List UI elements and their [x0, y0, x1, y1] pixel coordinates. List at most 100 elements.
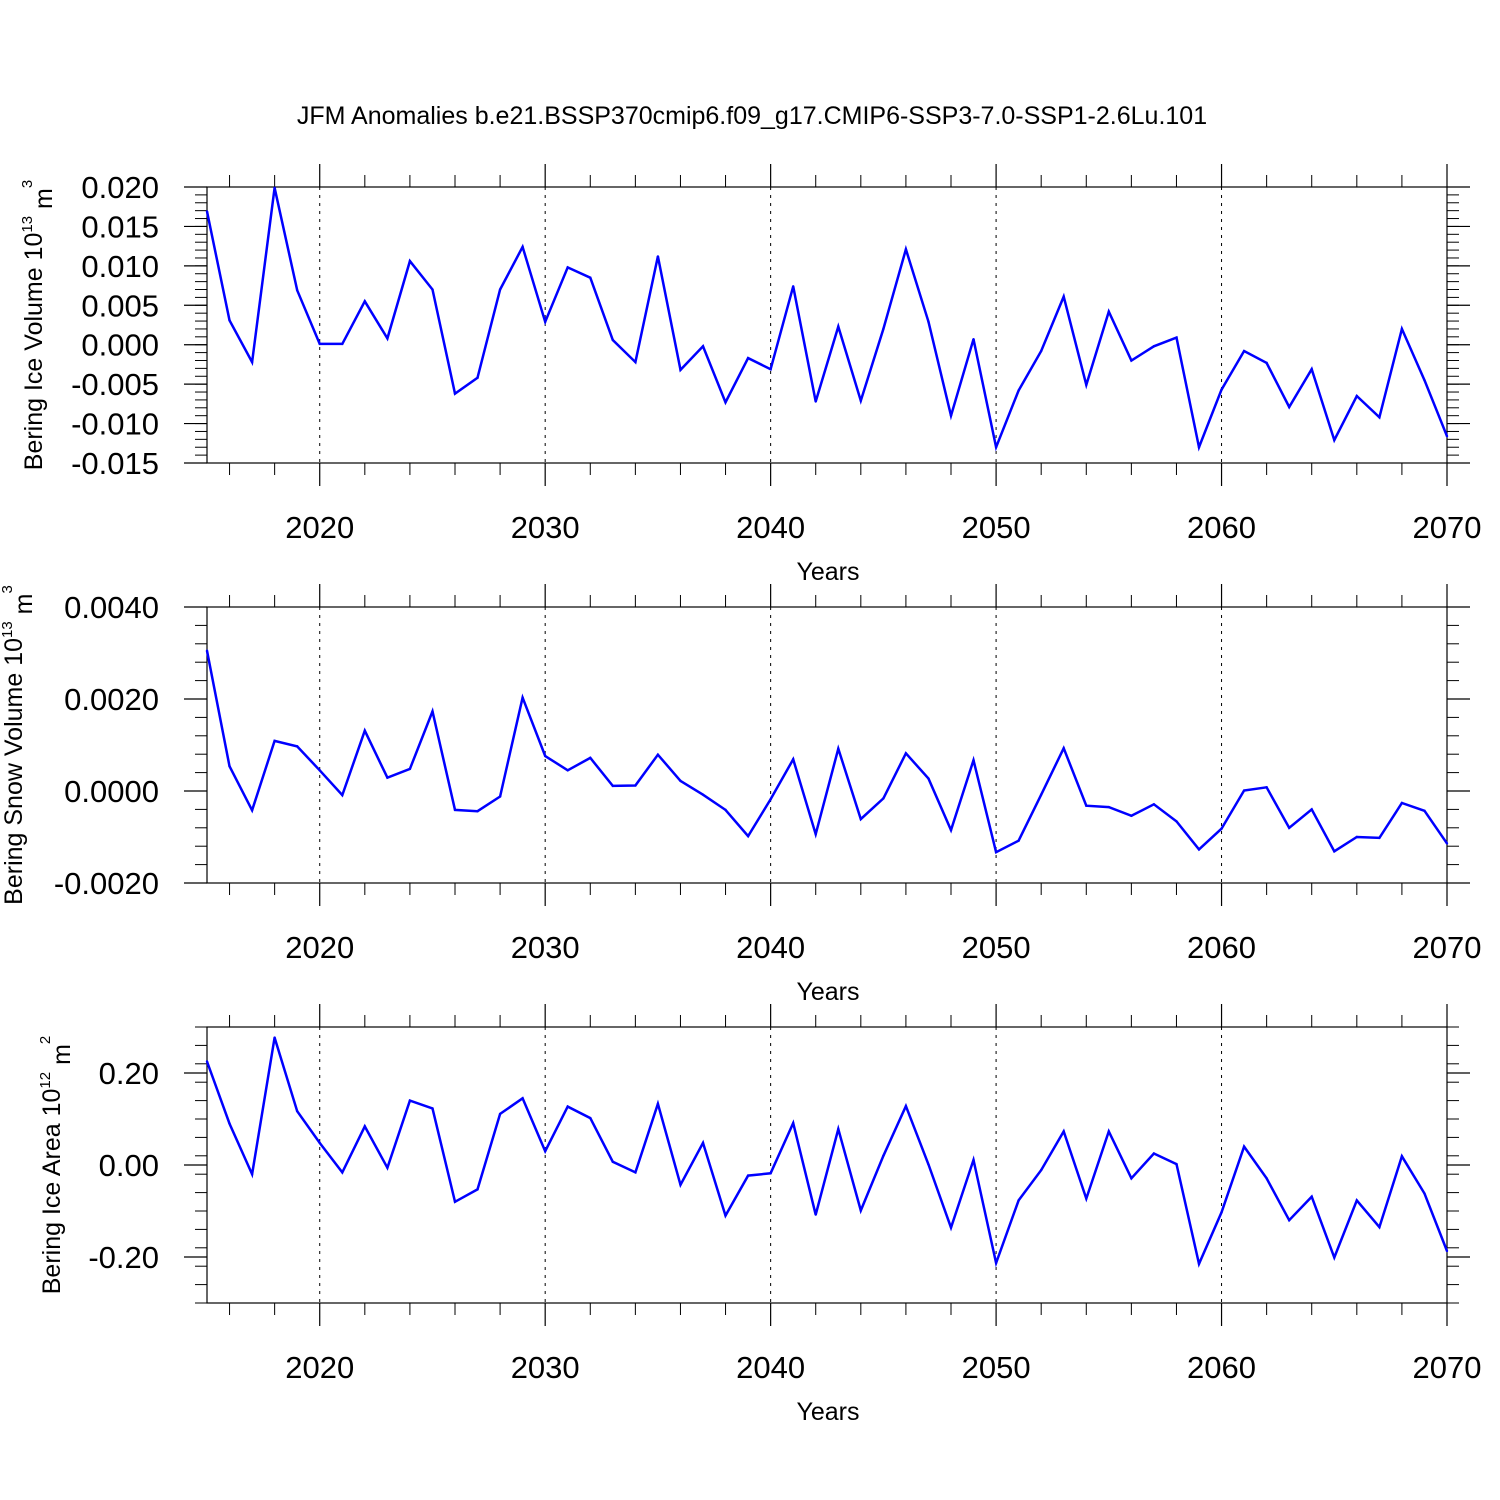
data-point	[1197, 446, 1201, 449]
data-point	[1152, 803, 1156, 806]
data-point	[1085, 804, 1088, 807]
data-point	[1107, 1130, 1111, 1133]
data-point	[566, 1105, 569, 1108]
data-point	[1130, 359, 1133, 362]
data-point	[949, 828, 953, 832]
data-point	[746, 1174, 750, 1177]
data-point	[228, 319, 231, 322]
data-point	[1017, 1199, 1020, 1202]
data-point	[1017, 839, 1020, 842]
data-point	[1220, 1211, 1223, 1214]
data-point	[814, 1213, 817, 1216]
data-point	[1333, 1256, 1336, 1259]
data-point	[859, 817, 863, 821]
data-point	[1378, 836, 1381, 840]
data-point	[1062, 747, 1065, 750]
data-point	[724, 1214, 727, 1217]
data-point	[1333, 438, 1336, 442]
data-point	[341, 1171, 344, 1174]
data-point	[1220, 827, 1223, 830]
data-point	[1333, 850, 1336, 853]
y-tick-label: -0.20	[88, 1240, 159, 1275]
data-point	[363, 300, 367, 303]
x-tick-label: 2060	[1187, 930, 1256, 965]
data-point	[250, 360, 254, 364]
x-tick-label: 2070	[1413, 510, 1482, 545]
data-point	[498, 795, 502, 798]
data-point	[453, 392, 457, 395]
y-axis-label-ylabel-exp: 13	[19, 216, 36, 233]
data-point	[927, 320, 930, 324]
data-point	[769, 1172, 772, 1175]
x-axis-label: Years	[796, 1398, 859, 1426]
data-point	[949, 414, 953, 417]
y-tick-label: 0.00	[99, 1148, 159, 1183]
x-tick-label: 2070	[1413, 1350, 1482, 1385]
data-point	[521, 245, 524, 249]
data-point	[724, 401, 727, 404]
y-tick-label: -0.005	[71, 367, 159, 402]
data-point	[1107, 310, 1111, 313]
data-point	[408, 1099, 412, 1102]
data-point	[543, 320, 547, 324]
data-point	[566, 266, 569, 269]
x-tick-label: 2020	[285, 1350, 354, 1385]
y-axis-label-ylabel-unit: m	[30, 188, 58, 216]
data-point	[882, 797, 885, 800]
x-tick-label: 2030	[511, 510, 580, 545]
x-tick-label: 2020	[285, 930, 354, 965]
data-point	[295, 1109, 299, 1113]
data-point	[882, 327, 885, 331]
data-point	[701, 793, 705, 796]
data-point	[791, 1121, 795, 1125]
y-tick-label: 0.010	[81, 249, 159, 284]
data-point	[318, 342, 321, 346]
data-point	[1445, 842, 1449, 845]
x-tick-label: 2030	[511, 930, 580, 965]
data-point	[656, 1102, 660, 1106]
series-line	[205, 1037, 1449, 1268]
data-point	[656, 255, 660, 258]
panel-1: 2020 2030 2040 2050 2060 2070 0.020 0.015 0.010 0…	[19, 164, 1481, 586]
data-point	[634, 1171, 637, 1174]
data-point	[859, 399, 863, 402]
y-axis-label-ylabel-unit-exp: 2	[37, 1036, 54, 1044]
x-tick-label: 2050	[962, 510, 1031, 545]
data-point	[498, 288, 502, 291]
data-point	[904, 752, 908, 755]
data-point	[1355, 1199, 1359, 1202]
data-point	[1265, 1177, 1268, 1180]
data-point	[1265, 786, 1268, 789]
data-point	[295, 745, 299, 748]
series-line	[205, 187, 1449, 452]
x-tick-label: 2050	[962, 1350, 1031, 1385]
data-point	[1287, 1219, 1291, 1222]
data-point	[859, 1209, 863, 1212]
data-point	[543, 1150, 547, 1153]
data-point	[1085, 1197, 1088, 1200]
data-point	[927, 1163, 930, 1166]
data-point	[318, 1141, 321, 1145]
data-point	[927, 777, 930, 780]
data-point	[273, 186, 276, 189]
data-point	[1130, 1177, 1133, 1180]
y-tick-label: 0.005	[81, 288, 159, 323]
x-tick-label: 2020	[285, 510, 354, 545]
data-point	[769, 367, 772, 371]
data-point	[679, 368, 682, 372]
data-point	[1310, 1195, 1313, 1198]
data-point	[1220, 388, 1223, 391]
data-point	[1423, 379, 1426, 382]
data-point	[1175, 1162, 1178, 1166]
data-point	[1310, 367, 1313, 371]
data-point	[972, 1158, 975, 1162]
data-point	[431, 710, 434, 713]
series-line	[205, 650, 1449, 855]
data-point	[1039, 349, 1043, 353]
y-tick-label: 0.20	[99, 1056, 159, 1091]
data-point	[882, 1154, 885, 1158]
data-point	[476, 1188, 479, 1191]
data-point	[1085, 383, 1088, 387]
data-point	[972, 337, 975, 341]
data-point	[521, 1097, 524, 1100]
